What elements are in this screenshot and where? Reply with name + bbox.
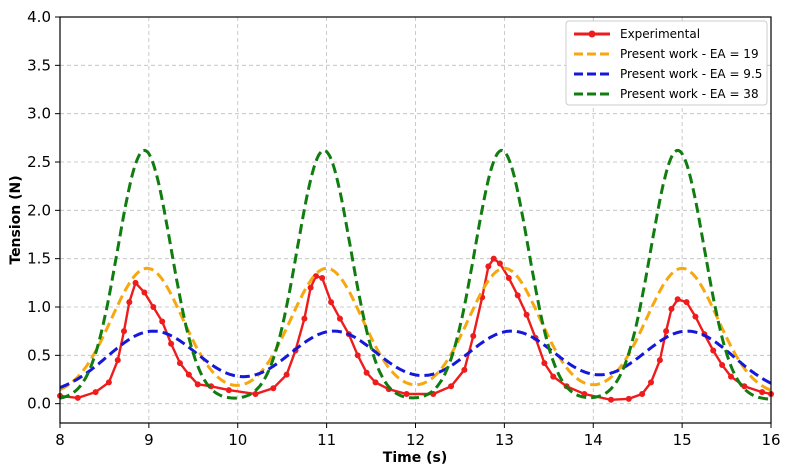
experimental-point: [608, 396, 615, 403]
experimental-point: [741, 383, 748, 390]
experimental-point: [461, 366, 468, 373]
experimental-point: [150, 304, 157, 310]
series-line-2: [59, 329, 772, 389]
experimental-point: [132, 279, 139, 286]
experimental-point: [372, 379, 379, 386]
experimental-point: [403, 391, 410, 397]
experimental-point: [541, 360, 548, 367]
x-tick-label: 13: [495, 431, 514, 449]
series-layer: [57, 148, 774, 403]
legend: Experimental Present work - EA = 19 Presen…: [565, 20, 768, 106]
y-axis-title: Tension (N): [8, 175, 24, 264]
experimental-point: [490, 255, 497, 262]
experimental-point: [319, 275, 326, 281]
experimental-point: [514, 292, 521, 299]
experimental-point: [639, 391, 646, 397]
series-line-0: [59, 256, 772, 402]
x-tick-label: 12: [406, 431, 425, 449]
experimental-point: [674, 296, 681, 303]
y-tick-label: 0.5: [27, 346, 51, 364]
experimental-point: [301, 315, 308, 322]
experimental-point: [307, 284, 314, 291]
experimental-point: [363, 369, 370, 376]
x-tick-label: 9: [144, 431, 154, 449]
y-axis: 0.0 0.5 1.0 1.5 2.0 2.5 3.0 3.5 4.0: [27, 8, 60, 413]
series-line-3: [59, 148, 772, 401]
experimental-point: [336, 315, 343, 322]
experimental-point: [648, 379, 655, 386]
experimental-point: [328, 299, 335, 306]
y-tick-label: 3.0: [27, 105, 51, 123]
experimental-point: [683, 299, 690, 306]
experimental-point: [120, 328, 127, 335]
x-tick-label: 15: [673, 431, 692, 449]
experimental-point: [225, 387, 232, 394]
x-tick-label: 8: [55, 431, 65, 449]
legend-label-1: Present work - EA = 19: [620, 47, 759, 61]
legend-marker: [588, 30, 596, 38]
x-tick-label: 10: [228, 431, 247, 449]
y-tick-label: 3.5: [27, 56, 51, 74]
experimental-point: [523, 311, 530, 318]
experimental-point: [74, 394, 81, 401]
experimental-point: [176, 360, 183, 367]
legend-label-0: Experimental: [620, 27, 700, 41]
experimental-point: [485, 263, 492, 270]
experimental-point: [159, 318, 166, 325]
experimental-point: [283, 371, 290, 378]
experimental-point: [710, 347, 717, 354]
experimental-point: [692, 313, 699, 320]
experimental-point: [270, 385, 277, 392]
experimental-point: [141, 289, 148, 296]
legend-label-3: Present work - EA = 38: [620, 87, 759, 101]
legend-label-2: Present work - EA = 9.5: [620, 67, 762, 81]
experimental-point: [126, 299, 133, 306]
experimental-point: [114, 357, 121, 364]
experimental-point: [448, 383, 455, 390]
experimental-point: [496, 260, 503, 267]
experimental-point: [105, 379, 112, 386]
experimental-point: [505, 275, 512, 281]
experimental-point: [252, 391, 259, 397]
series-line-1: [59, 266, 772, 392]
legend-box: [565, 20, 768, 106]
y-tick-label: 2.0: [27, 201, 51, 219]
x-axis: 8 9 10 11 12 13 14 15 16: [55, 423, 781, 449]
y-tick-label: 0.0: [27, 395, 51, 413]
experimental-point: [168, 340, 175, 347]
experimental-point: [656, 357, 663, 364]
x-tick-label: 11: [317, 431, 336, 449]
experimental-point: [92, 389, 99, 396]
experimental-point: [354, 352, 361, 359]
y-tick-label: 1.0: [27, 298, 51, 316]
y-tick-label: 4.0: [27, 8, 51, 26]
x-tick-label: 16: [761, 431, 780, 449]
experimental-point: [194, 381, 201, 388]
experimental-point: [663, 328, 670, 335]
experimental-point: [625, 395, 632, 402]
x-axis-title: Time (s): [383, 450, 447, 466]
experimental-point: [759, 389, 766, 396]
experimental-point: [719, 362, 726, 368]
y-tick-label: 2.5: [27, 153, 51, 171]
y-tick-label: 1.5: [27, 250, 51, 268]
x-tick-label: 14: [584, 431, 603, 449]
experimental-point: [728, 373, 735, 380]
experimental-point: [550, 373, 557, 380]
experimental-point: [668, 305, 675, 312]
experimental-point: [185, 371, 192, 378]
experimental-point: [470, 333, 477, 339]
